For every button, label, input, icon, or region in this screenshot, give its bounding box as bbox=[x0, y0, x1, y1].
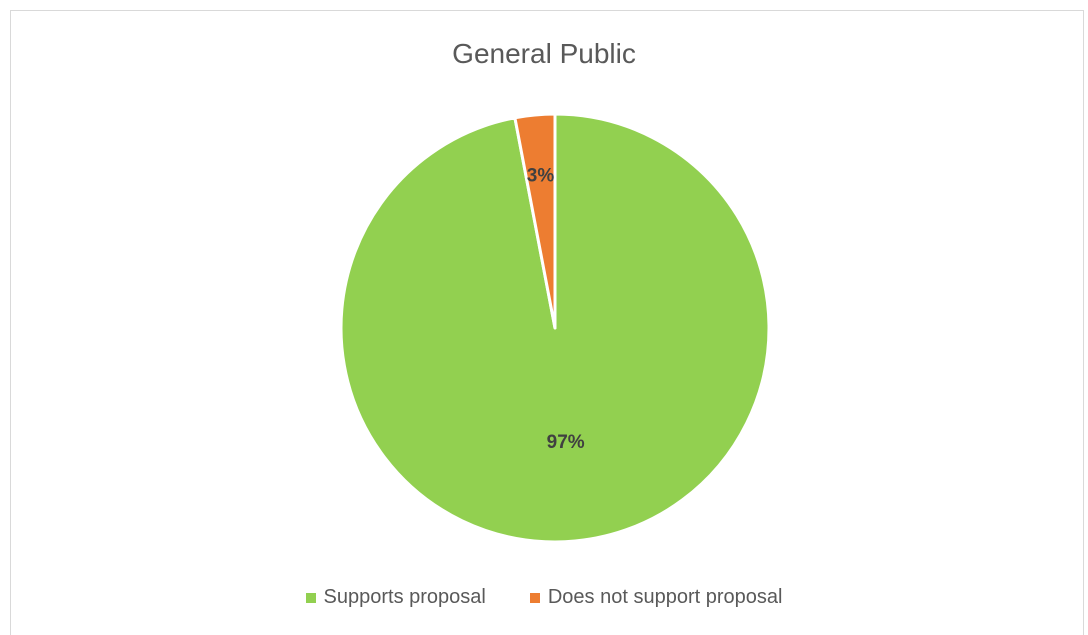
legend-label-does-not-support: Does not support proposal bbox=[547, 586, 783, 608]
legend-swatch-supports bbox=[305, 592, 316, 603]
legend-item-supports: Supports proposal bbox=[305, 586, 486, 609]
chart-title: General Public bbox=[452, 38, 636, 69]
legend-swatch-does-not-support bbox=[529, 592, 540, 603]
pie-slice-does-not-support bbox=[513, 112, 557, 330]
data-label-supports: 97% bbox=[547, 432, 585, 453]
legend-item-does-not-support: Does not support proposal bbox=[529, 586, 783, 609]
legend: Supports proposal Does not support propo… bbox=[0, 586, 1088, 609]
legend-label-supports: Supports proposal bbox=[323, 586, 486, 608]
data-label-does-not-support: 3% bbox=[527, 166, 555, 187]
